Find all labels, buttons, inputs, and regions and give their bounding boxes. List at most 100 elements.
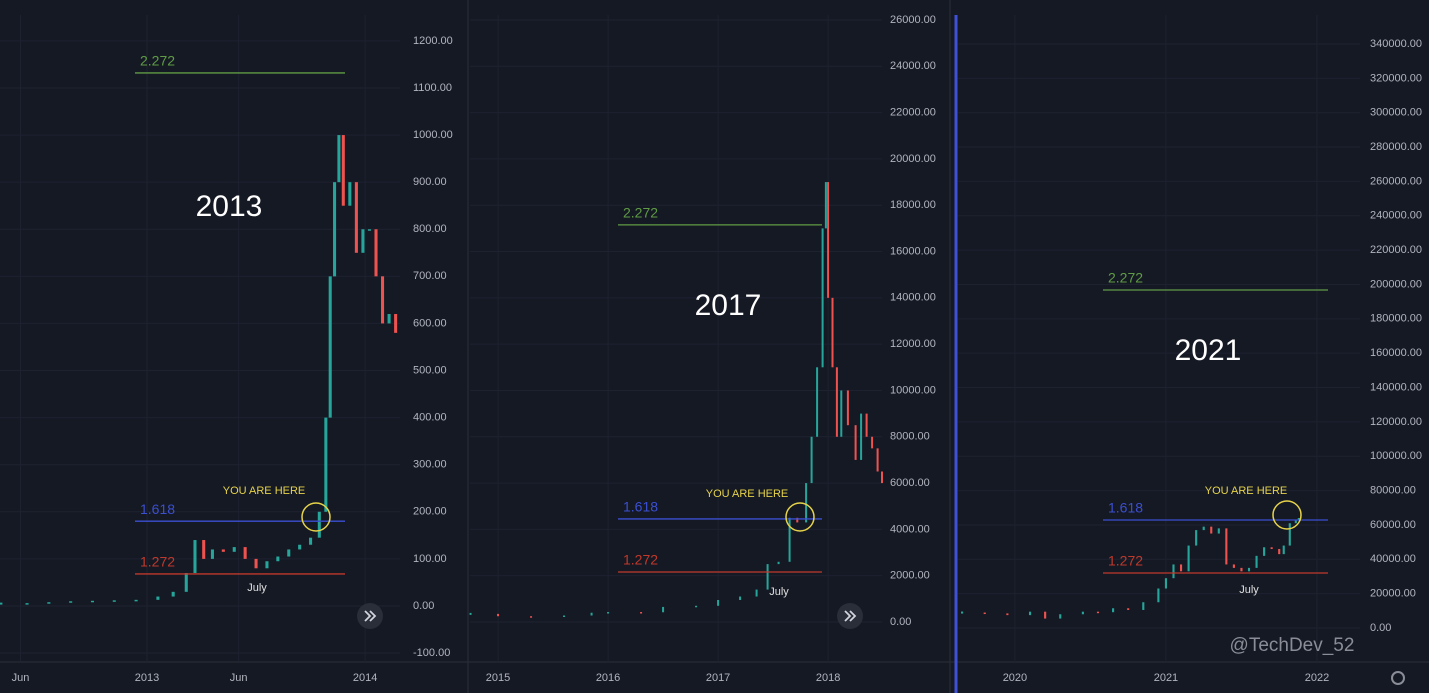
y-tick-label: 20000.00 bbox=[1370, 588, 1416, 600]
candle bbox=[361, 229, 365, 253]
candle bbox=[232, 547, 236, 552]
candle bbox=[184, 573, 188, 592]
y-tick-label: 160000.00 bbox=[1370, 347, 1422, 359]
candle bbox=[243, 547, 247, 559]
candle bbox=[1278, 548, 1281, 555]
x-tick-label: 2013 bbox=[135, 672, 159, 684]
fib-label: 1.618 bbox=[1108, 500, 1143, 516]
y-tick-label: 2000.00 bbox=[890, 570, 930, 582]
candle bbox=[210, 549, 214, 559]
candle bbox=[1217, 528, 1220, 534]
y-tick-label: 320000.00 bbox=[1370, 72, 1422, 84]
fib-label: 1.618 bbox=[140, 501, 175, 517]
scroll-button-icon bbox=[844, 610, 857, 622]
candle bbox=[717, 599, 720, 606]
candle bbox=[134, 599, 138, 602]
candle bbox=[755, 589, 758, 597]
candle bbox=[840, 390, 843, 437]
year-label: 2021 bbox=[1175, 334, 1242, 367]
candle bbox=[341, 135, 345, 206]
candle bbox=[47, 602, 51, 604]
candle bbox=[865, 413, 868, 437]
fib-label: 1.272 bbox=[623, 552, 658, 568]
candle bbox=[69, 601, 73, 603]
highlight-circle bbox=[785, 502, 815, 532]
candle bbox=[881, 471, 883, 484]
candle bbox=[171, 591, 175, 597]
y-tick-label: 240000.00 bbox=[1370, 210, 1422, 222]
candle bbox=[640, 612, 643, 614]
candle bbox=[276, 556, 280, 562]
candle bbox=[530, 616, 533, 618]
y-tick-label: 400.00 bbox=[413, 412, 447, 424]
fib-label: 1.272 bbox=[1108, 553, 1143, 569]
candle bbox=[860, 413, 863, 460]
candle bbox=[324, 417, 328, 512]
y-tick-label: 300000.00 bbox=[1370, 107, 1422, 119]
y-tick-label: 60000.00 bbox=[1370, 519, 1416, 531]
y-tick-label: 200000.00 bbox=[1370, 278, 1422, 290]
y-tick-label: 1100.00 bbox=[413, 82, 452, 94]
highlight-circle bbox=[1272, 500, 1302, 530]
y-tick-label: 900.00 bbox=[413, 176, 447, 188]
candle bbox=[1202, 526, 1205, 531]
candle bbox=[816, 367, 819, 437]
candle bbox=[563, 615, 566, 618]
y-tick-label: 600.00 bbox=[413, 317, 447, 329]
x-tick-label: 2021 bbox=[1154, 672, 1178, 684]
candle bbox=[821, 228, 824, 368]
candle bbox=[607, 612, 610, 614]
annotation: July bbox=[1239, 584, 1259, 596]
y-tick-label: 12000.00 bbox=[890, 338, 936, 350]
y-tick-label: 100.00 bbox=[413, 553, 447, 565]
candle bbox=[287, 549, 291, 557]
candle bbox=[1187, 545, 1190, 572]
candle bbox=[156, 596, 160, 600]
settings-icon[interactable] bbox=[1391, 671, 1405, 685]
candle bbox=[317, 511, 321, 538]
candle bbox=[854, 425, 857, 460]
fib-label: 1.272 bbox=[140, 554, 175, 570]
candle bbox=[871, 436, 874, 449]
y-tick-label: 180000.00 bbox=[1370, 313, 1422, 325]
candle bbox=[387, 314, 391, 324]
y-tick-label: 260000.00 bbox=[1370, 175, 1422, 187]
candle bbox=[796, 517, 799, 523]
scroll-button[interactable] bbox=[837, 603, 863, 629]
candle bbox=[810, 436, 813, 484]
y-tick-label: 120000.00 bbox=[1370, 416, 1422, 428]
candle bbox=[202, 540, 206, 559]
y-tick-label: 200.00 bbox=[413, 506, 447, 518]
candle bbox=[337, 135, 341, 183]
y-tick-label: 80000.00 bbox=[1370, 484, 1416, 496]
y-tick-label: 700.00 bbox=[413, 270, 447, 282]
candle bbox=[1195, 530, 1198, 546]
candle bbox=[831, 297, 834, 368]
y-tick-label: -100.00 bbox=[413, 647, 450, 659]
candle bbox=[1288, 523, 1291, 546]
scroll-button[interactable] bbox=[357, 603, 383, 629]
candle bbox=[662, 606, 665, 613]
x-tick-label: 2018 bbox=[816, 672, 840, 684]
candle bbox=[193, 540, 197, 574]
candle bbox=[1270, 547, 1273, 549]
y-tick-label: 140000.00 bbox=[1370, 381, 1422, 393]
candle bbox=[827, 182, 830, 298]
candle bbox=[1006, 613, 1009, 616]
candle bbox=[25, 603, 29, 605]
x-tick-label: 2017 bbox=[706, 672, 730, 684]
candle bbox=[1297, 518, 1300, 520]
candle bbox=[394, 314, 398, 333]
candle bbox=[309, 537, 313, 545]
candle bbox=[298, 544, 302, 550]
candle bbox=[90, 600, 95, 603]
y-tick-label: 26000.00 bbox=[890, 14, 936, 26]
candle bbox=[983, 612, 986, 615]
y-tick-label: 6000.00 bbox=[890, 477, 930, 489]
y-tick-label: 8000.00 bbox=[890, 431, 930, 443]
candle bbox=[1210, 526, 1213, 534]
y-tick-label: 340000.00 bbox=[1370, 38, 1422, 50]
candle bbox=[265, 561, 269, 569]
candle bbox=[695, 605, 698, 608]
candle bbox=[254, 558, 258, 569]
